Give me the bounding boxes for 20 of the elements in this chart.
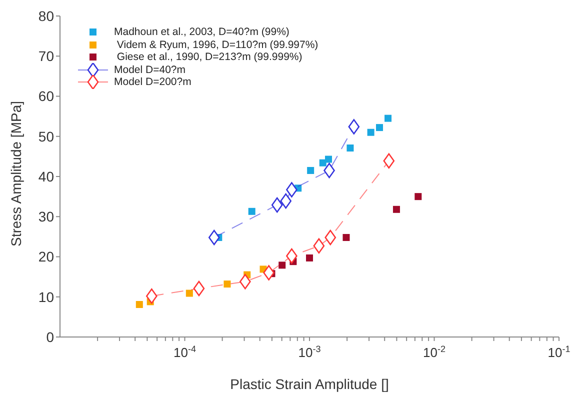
y-tick-label: 20 xyxy=(38,248,54,265)
y-tick-label: 70 xyxy=(38,48,54,64)
legend-label: Madhoun et al., 2003, D=40?m (99%) xyxy=(114,26,290,38)
x-tick-label: 10$^{-4}$ xyxy=(174,344,196,360)
y-tick-label: 80 xyxy=(38,8,54,24)
legend-label: Model D=200?m xyxy=(114,76,192,88)
x-tick-label: 10$^{-1}$ xyxy=(548,344,570,360)
legend-label: Videm & Ryum, 1996, D=110?m (99.997%) xyxy=(116,38,318,51)
x-tick-label: 10$^{-2}$ xyxy=(423,344,446,360)
y-tick-label: 0 xyxy=(46,328,54,345)
legend-label: Model D=40?m xyxy=(114,64,186,76)
y-tick-label: 50 xyxy=(38,128,54,144)
legend-label: Giese et al., 1990, D=213?m (99.999%) xyxy=(116,51,302,64)
y-tick-label: 40 xyxy=(38,168,54,184)
x-tick-label: 10$^{-3}$ xyxy=(298,344,321,360)
y-axis-title: Stress Amplitude [MPa] xyxy=(8,100,24,246)
y-tick-label: 60 xyxy=(38,88,54,104)
y-tick-label: 10 xyxy=(38,288,54,305)
y-tick-label: 30 xyxy=(38,208,54,225)
x-axis-title: Plastic Strain Amplitude [] xyxy=(230,376,389,392)
